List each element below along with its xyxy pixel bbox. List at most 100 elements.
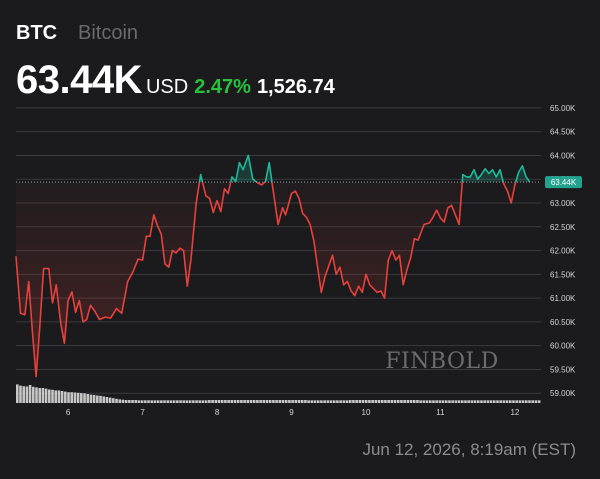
volume-bar (41, 388, 45, 403)
volume-bar (131, 400, 134, 403)
x-tick-label: 6 (66, 408, 71, 417)
volume-bar (179, 400, 182, 403)
volume-bar (326, 400, 330, 403)
y-tick-label: 61.50K (550, 270, 576, 279)
volume-bar (464, 400, 467, 403)
volume-bar (416, 400, 419, 403)
volume-bar (448, 400, 451, 403)
volume-bar (224, 400, 227, 403)
volume-bar (217, 400, 221, 403)
volume-bar (288, 400, 291, 403)
volume-bar (249, 400, 253, 403)
volume-bar (284, 400, 288, 403)
volume-bar (102, 396, 106, 403)
volume-bar (531, 400, 534, 403)
volume-bar (390, 400, 394, 403)
volume-bar (128, 400, 131, 403)
x-tick-label: 8 (215, 408, 220, 417)
volume-bar (304, 400, 307, 403)
volume-bar (185, 400, 189, 403)
volume-bar (272, 400, 275, 403)
volume-bar (163, 400, 166, 403)
volume-bar (208, 400, 211, 403)
volume-bar (140, 400, 144, 403)
volume-bar (73, 392, 77, 403)
volume-bar (380, 400, 384, 403)
volume-bar (476, 400, 480, 403)
price-summary: 63.44K USD 2.47% 1,526.74 (16, 58, 335, 103)
volume-bar (230, 400, 234, 403)
volume-bar (460, 400, 464, 403)
volume-bar (57, 390, 61, 403)
volume-bar (512, 400, 515, 403)
currency-label: USD (145, 76, 189, 98)
volume-bar (60, 391, 64, 403)
volume-bar (320, 400, 323, 403)
volume-bar (211, 400, 214, 403)
volume-bar (345, 400, 349, 403)
volume-bar (281, 400, 285, 403)
volume-bar (214, 400, 218, 403)
volume-bar (144, 400, 147, 403)
volume-bar (483, 400, 486, 403)
volume-bar (486, 400, 490, 403)
volume-bar (275, 400, 278, 403)
change-absolute: 1,526.74 (256, 76, 335, 98)
volume-bar (80, 393, 83, 403)
volume-bar (256, 400, 259, 403)
volume-bar (121, 399, 125, 403)
y-tick-label: 65.00K (550, 104, 576, 113)
volume-bar (252, 400, 256, 403)
volume-bar (76, 392, 80, 403)
x-axis-ticks: 6 7 8 9 10 11 12 (66, 408, 520, 417)
volume-bar (195, 400, 198, 403)
volume-bar (496, 400, 499, 403)
volume-bar (160, 400, 163, 403)
volume-bar (499, 400, 502, 403)
volume-bar (518, 400, 522, 403)
volume-bar (176, 400, 179, 403)
volume-bar (428, 400, 432, 403)
volume-bar (323, 400, 326, 403)
y-tick-label: 60.00K (550, 342, 576, 351)
volume-bar (108, 397, 112, 403)
volume-bar (16, 384, 19, 403)
volume-bar (432, 400, 435, 403)
volume-bar (28, 385, 32, 403)
volume-bar (92, 394, 96, 403)
volume-bar (524, 400, 528, 403)
volume-bar (400, 400, 403, 403)
volume-bar (201, 400, 205, 403)
volume-bar (240, 400, 243, 403)
volume-bar (492, 400, 496, 403)
volume-bar (227, 400, 230, 403)
volume-bar (172, 400, 176, 403)
volume-bar (70, 392, 74, 403)
volume-bar (134, 400, 138, 403)
volume-bar (32, 386, 35, 403)
volume-bar (329, 400, 333, 403)
volume-bar (86, 394, 90, 403)
volume-bar (153, 400, 157, 403)
volume-bar (115, 398, 118, 403)
volume-bar (371, 400, 374, 403)
volume-bar (534, 400, 538, 403)
volume-bar (364, 400, 368, 403)
y-tick-label: 59.00K (550, 389, 576, 398)
y-tick-label: 62.50K (550, 223, 576, 232)
area-below-reference (16, 182, 530, 377)
volume-bar (342, 400, 346, 403)
volume-bar (83, 393, 86, 403)
current-price-tag: 63.44K (545, 176, 582, 189)
volume-bar (150, 400, 154, 403)
volume-bar (307, 400, 310, 403)
y-tick-label: 64.00K (550, 151, 576, 160)
volume-bar (156, 400, 160, 403)
volume-bar (537, 400, 541, 403)
volume-bar (233, 400, 237, 403)
volume-bar (505, 400, 509, 403)
volume-bar (48, 389, 51, 403)
y-tick-label: 63.00K (550, 199, 576, 208)
volume-bar (451, 400, 454, 403)
x-tick-label: 10 (362, 408, 371, 417)
